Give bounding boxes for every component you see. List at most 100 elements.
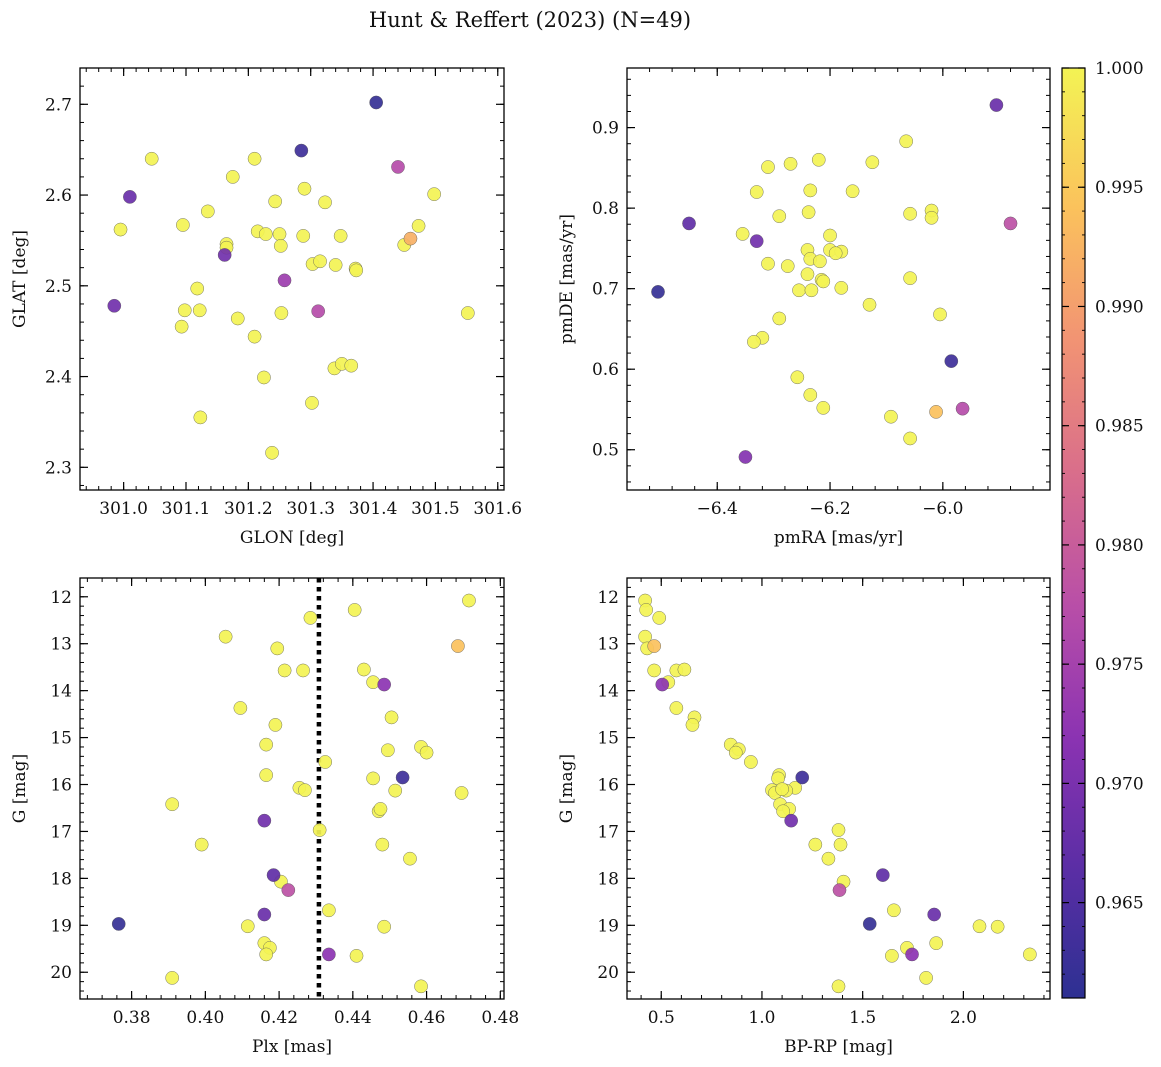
y-tick-label: 18 [50, 869, 72, 889]
x-tick-label: −6.4 [697, 499, 738, 519]
data-point [259, 768, 273, 782]
x-tick-label: 1.5 [849, 1008, 876, 1028]
data-point [344, 358, 359, 373]
data-point [377, 919, 391, 934]
x-tick-label: 301.4 [349, 499, 398, 519]
data-point [373, 802, 388, 816]
data-point [804, 283, 819, 298]
data-point [903, 271, 917, 285]
x-tick-label: 1.0 [748, 1008, 775, 1028]
data-point [1023, 947, 1037, 962]
x-tick-label: 2.0 [950, 1008, 977, 1028]
data-point [795, 770, 810, 785]
x-axis-label: BP-RP [mag] [784, 1037, 893, 1057]
plot-frame [79, 67, 505, 491]
data-point [816, 401, 831, 415]
data-point [451, 639, 465, 653]
colorbar-tick-label: 0.985 [1095, 417, 1144, 437]
y-axis-label: pmDE [mas/yr] [557, 214, 577, 344]
data-point [274, 306, 289, 320]
x-tick-label: 0.40 [186, 1008, 224, 1028]
data-point [403, 851, 417, 866]
data-point [298, 783, 312, 797]
x-tick-label: 0.42 [260, 1008, 298, 1028]
data-point [427, 187, 441, 201]
data-point [349, 949, 364, 963]
x-tick-label: 0.5 [648, 1008, 675, 1028]
data-point [905, 947, 919, 962]
data-point [924, 210, 939, 225]
colorbar-tick-label: 0.980 [1095, 536, 1144, 556]
colorbar-tick-label: 0.965 [1095, 894, 1144, 914]
colorbar: 0.965 0.970 0.975 0.980 0.985 0.990 0.995 1.000 [1061, 59, 1144, 999]
y-tick-label: 2.6 [45, 186, 72, 206]
data-point [831, 979, 846, 994]
data-point [790, 370, 805, 385]
data-point [808, 837, 823, 852]
data-point [174, 319, 189, 334]
data-point [403, 231, 418, 246]
data-point [903, 431, 917, 446]
data-point [685, 718, 700, 732]
data-point [831, 823, 846, 837]
data-point [230, 311, 245, 326]
colorbar-bar [1061, 67, 1086, 999]
data-point [1003, 216, 1018, 231]
data-point [369, 95, 383, 110]
panel-pmra-pmde: −6.4 −6.2 −6.0 0.5 0.6 0.7 0.8 0.9 pmRA [mas/yr]… [557, 67, 1051, 548]
data-point [366, 771, 380, 786]
y-tick-label: 15 [597, 729, 619, 749]
data-point [165, 797, 179, 812]
data-point [862, 917, 877, 931]
data-point [165, 971, 179, 985]
colorbar-tick-label: 0.970 [1095, 774, 1144, 794]
y-tick-label: 15 [50, 729, 72, 749]
data-point [259, 737, 273, 752]
data-point [652, 611, 667, 625]
data-point [270, 641, 285, 656]
data-point [761, 256, 775, 271]
data-point [461, 306, 475, 320]
data-point [377, 677, 391, 692]
data-point [273, 239, 288, 253]
data-point [144, 151, 159, 166]
data-point [862, 297, 877, 312]
data-point [780, 259, 795, 273]
y-tick-label: 19 [50, 916, 72, 936]
data-point [296, 663, 310, 678]
data-point [297, 181, 312, 196]
figure-title: Hunt & Reffert (2023) (N=49) [369, 8, 691, 32]
y-tick-label: 18 [597, 869, 619, 889]
x-axis-label: pmRA [mas/yr] [774, 528, 903, 548]
data-point [647, 663, 661, 678]
data-point [395, 770, 410, 785]
y-tick-label: 0.5 [592, 441, 619, 461]
data-point [391, 160, 405, 174]
y-tick-label: 16 [50, 776, 72, 796]
panel-bprp-g: 0.5 1.0 1.5 2.0 12 13 14 15 16 17 18 19 20 BP-RP [mag… [557, 577, 1051, 1057]
data-point [919, 971, 933, 985]
plot-frame [626, 67, 1051, 491]
data-point [277, 663, 292, 678]
y-axis-label: G [mag] [10, 754, 30, 823]
x-tick-label: 301.3 [286, 499, 335, 519]
data-point [929, 405, 943, 419]
y-tick-label: 14 [597, 682, 619, 702]
data-point [738, 450, 753, 464]
data-point [268, 718, 283, 732]
colorbar-tick-label: 0.990 [1095, 297, 1144, 317]
data-point [305, 396, 319, 410]
data-point [816, 274, 831, 289]
plot-frame [79, 577, 505, 1000]
data-point [811, 153, 826, 167]
data-point [749, 234, 764, 248]
data-point [749, 185, 764, 199]
data-point [375, 837, 390, 852]
x-axis-label: Plx [mas] [252, 1037, 332, 1057]
data-point [884, 409, 898, 424]
data-point [800, 267, 815, 281]
data-point [381, 743, 395, 758]
data-point [929, 936, 943, 950]
x-axis-label: GLON [deg] [240, 528, 344, 548]
data-point [296, 229, 311, 243]
